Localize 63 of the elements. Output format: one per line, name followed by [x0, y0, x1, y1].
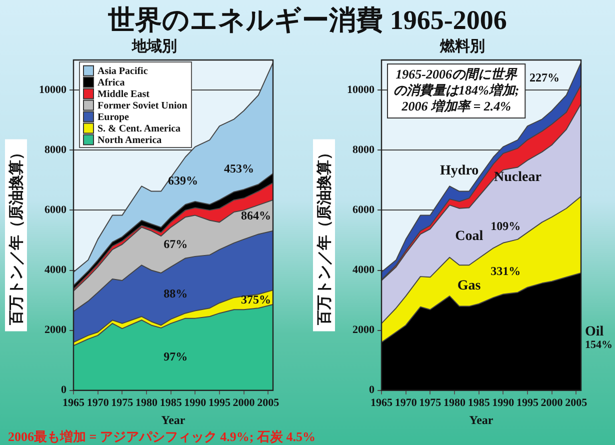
y-tick-label: 0 [61, 384, 67, 396]
annotation: 375% [240, 292, 271, 306]
y-tick-label: 0 [369, 384, 375, 396]
chart-subtitle: 燃料別 [439, 38, 485, 55]
annotation: 67% [164, 236, 188, 251]
x-tick-label: 1970 [394, 396, 418, 409]
annotation: 2006 増加率 = 2.4% [400, 98, 512, 114]
x-tick-label: 1985 [468, 396, 490, 409]
legend-label: Europe [98, 112, 130, 123]
x-tick-label: 1990 [184, 396, 207, 409]
x-tick-label: 1970 [86, 396, 110, 409]
x-tick-label: 1995 [516, 396, 539, 409]
y-tick-label: 10000 [347, 84, 375, 96]
legend-label: Former Soviet Union [98, 100, 188, 112]
x-tick-label: 2000 [232, 396, 256, 409]
series-label: Hydro [440, 163, 479, 178]
y-tick-label: 8000 [352, 144, 375, 156]
y-axis-title: 百万トン／年（原油換算） [6, 145, 25, 326]
x-tick-label: 2005 [565, 396, 588, 409]
x-tick-label: 1995 [208, 396, 231, 409]
annotation: 1965-2006の間に世界の消費量は184%増加; [393, 66, 520, 98]
y-tick-label: 6000 [44, 204, 67, 216]
legend-label: Middle East [98, 88, 150, 100]
chart-subtitle: 地域別 [131, 38, 177, 55]
x-tick-label: 1975 [111, 396, 134, 409]
chart-title: 世界のエネルギー消費 1965-2006 [107, 4, 508, 37]
annotation: 109% [490, 218, 521, 233]
series-label: Gas [457, 278, 482, 294]
annotation: 154% [585, 339, 612, 352]
y-tick-label: 2000 [352, 324, 375, 336]
x-tick-label: 2005 [257, 396, 280, 409]
y-tick-label: 4000 [352, 264, 375, 276]
y-tick-label: 4000 [44, 264, 67, 276]
x-tick-label: 1980 [135, 396, 158, 409]
text: 2006最も増加 = アジアパシフィック 4.9%; 石炭 4.5% [8, 428, 316, 445]
legend-label: North America [98, 134, 162, 146]
annotation: 453% [224, 162, 254, 176]
annotation: 331% [490, 264, 521, 278]
y-tick-label: 2000 [44, 324, 67, 336]
x-tick-label: 2000 [540, 396, 564, 409]
y-tick-label: 10000 [39, 84, 67, 96]
y-axis-title: 百万トン／年（原油換算） [314, 145, 333, 326]
annotation: 97% [164, 349, 188, 364]
x-tick-label: 1990 [492, 396, 515, 409]
x-tick-label: 1980 [443, 396, 466, 409]
y-tick-label: 8000 [44, 144, 67, 156]
legend-label: Africa [98, 77, 125, 88]
series-label: Nuclear [494, 170, 542, 185]
annotation: 227% [530, 70, 560, 85]
x-tick-label: 1965 [370, 396, 393, 409]
y-tick-label: 6000 [352, 204, 375, 216]
annotation: 88% [164, 286, 188, 300]
series-label: Oil [585, 324, 604, 340]
legend-label: S. & Cent. America [98, 123, 181, 134]
x-axis-title: Year [161, 412, 186, 427]
annotation: 639% [168, 174, 198, 188]
legend-label: Asia Pacific [98, 66, 148, 77]
x-tick-label: 1975 [419, 396, 442, 409]
series-label: Coal [455, 229, 484, 244]
x-tick-label: 1985 [160, 396, 182, 409]
annotation: 864% [240, 208, 271, 222]
x-tick-label: 1965 [62, 396, 85, 409]
x-axis-title: Year [469, 412, 494, 427]
